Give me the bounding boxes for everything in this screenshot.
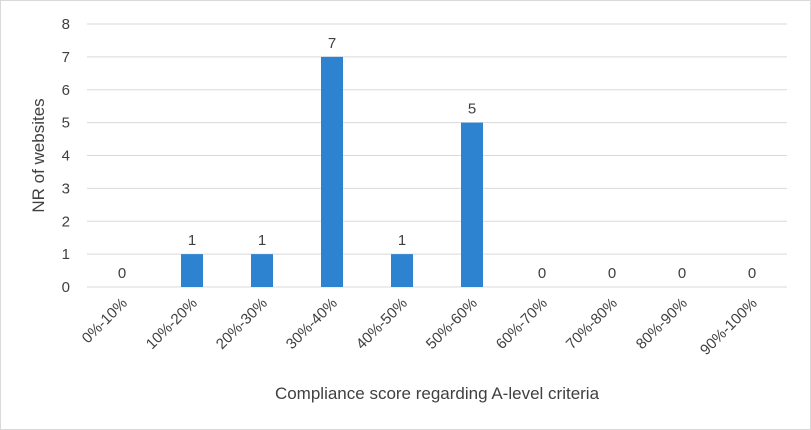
data-label: 0 [678,265,686,282]
data-label: 0 [608,265,616,282]
x-tick-label: 80%-90% [633,295,691,353]
bar [181,254,203,287]
y-tick-label: 4 [62,148,70,165]
x-tick-label: 10%-20% [143,295,201,353]
y-tick-label: 8 [62,16,70,33]
bar [251,254,273,287]
bars [181,56,483,287]
y-axis-title: NR of websites [29,98,48,212]
data-label: 7 [328,35,336,52]
y-tick-label: 5 [62,115,70,132]
x-tick-label: 90%-100% [697,295,761,359]
bar [391,254,413,287]
y-tick-label: 6 [62,82,70,99]
x-axis-ticks: 0%-10% 10%-20% 20%-30% 30%-40% 40%-50% 50%-60… [79,295,761,359]
y-tick-label: 3 [62,180,70,197]
gridlines [87,23,787,288]
data-label: 0 [538,265,546,282]
data-label: 1 [188,232,196,249]
data-label: 0 [118,265,126,282]
x-tick-label: 0%-10% [79,295,131,347]
x-tick-label: 40%-50% [353,295,411,353]
y-tick-label: 7 [62,49,70,66]
x-tick-label: 50%-60% [423,295,481,353]
y-tick-label: 2 [62,213,70,230]
bar [321,56,343,287]
bar [461,122,483,287]
y-axis-ticks: 0 1 2 3 4 5 6 7 8 [62,16,70,296]
x-tick-label: 60%-70% [493,295,551,353]
x-tick-label: 30%-40% [283,295,341,353]
data-labels: 0 1 1 7 1 5 0 0 0 0 [118,35,756,282]
x-tick-label: 70%-80% [563,295,621,353]
y-tick-label: 1 [62,246,70,263]
data-label: 5 [468,101,476,118]
data-label: 1 [398,232,406,249]
data-label: 1 [258,232,266,249]
data-label: 0 [748,265,756,282]
x-axis-title: Compliance score regarding A-level crite… [275,384,600,403]
y-tick-label: 0 [62,279,70,296]
x-tick-label: 20%-30% [213,295,271,353]
